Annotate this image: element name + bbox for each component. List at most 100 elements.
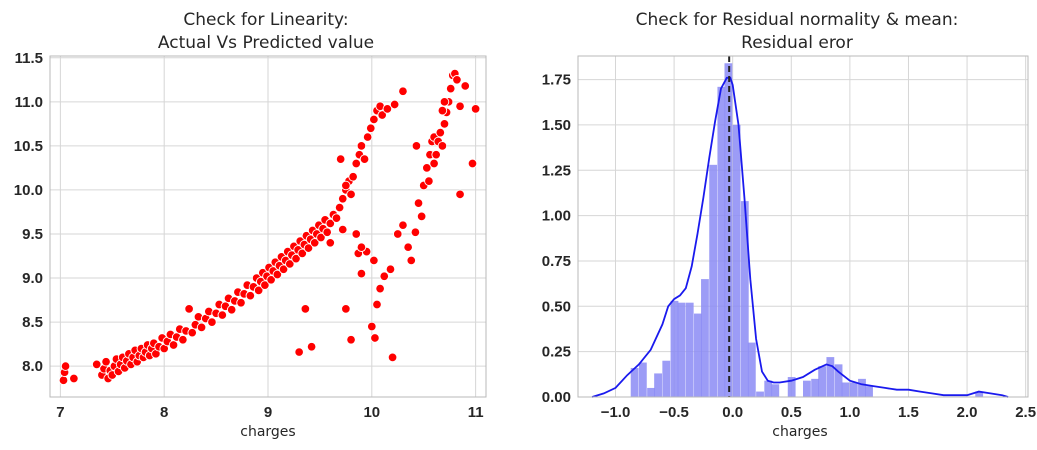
scatter-point xyxy=(422,163,432,173)
scatter-y-tick-label: 9.0 xyxy=(22,270,43,287)
scatter-point xyxy=(362,132,373,142)
scatter-point xyxy=(322,227,332,237)
scatter-point xyxy=(253,285,264,296)
histogram-y-tick-label: 0.00 xyxy=(542,389,571,406)
histogram-bar xyxy=(803,380,811,397)
scatter-point xyxy=(272,269,283,280)
scatter-point xyxy=(455,101,465,111)
scatter-y-tick-label: 10.5 xyxy=(14,138,43,155)
scatter-point xyxy=(300,304,311,314)
histogram-y-tick-label: 0.75 xyxy=(542,253,571,270)
scatter-point xyxy=(101,357,111,367)
histogram-y-tick-label: 0.50 xyxy=(542,298,571,315)
histogram-bar xyxy=(747,342,756,397)
scatter-point xyxy=(294,347,304,357)
histogram-bar xyxy=(670,300,679,397)
histogram-bar xyxy=(709,164,718,397)
scatter-point xyxy=(382,104,393,114)
scatter-point xyxy=(470,104,481,114)
histogram-bar xyxy=(685,302,694,397)
scatter-point xyxy=(356,141,367,151)
scatter-point xyxy=(187,327,197,338)
scatter-point xyxy=(260,280,270,290)
linearity-scatter-panel: Check for Linearity: Actual Vs Predicted… xyxy=(14,10,487,440)
histogram-title-line-1: Check for Residual normality & mean: xyxy=(636,10,959,30)
histogram-x-tick-label: 0.5 xyxy=(781,404,802,421)
histogram-bar xyxy=(818,366,827,397)
scatter-x-tick-labels: 7 8 9 10 11 xyxy=(56,404,483,421)
histogram-x-tick-label: 2.0 xyxy=(957,404,978,421)
scatter-point xyxy=(385,264,396,274)
scatter-x-tick-label: 9 xyxy=(264,404,272,421)
scatter-y-tick-label: 9.5 xyxy=(22,226,43,243)
histogram-x-tick-label: 1.0 xyxy=(839,404,860,421)
scatter-y-tick-label: 11.5 xyxy=(15,50,43,67)
histogram-bar xyxy=(732,124,741,397)
scatter-point xyxy=(58,375,69,386)
scatter-point xyxy=(439,97,450,107)
scatter-point xyxy=(403,242,413,252)
scatter-point xyxy=(226,305,237,315)
histogram-bar xyxy=(787,377,796,397)
scatter-point xyxy=(439,119,450,129)
scatter-point xyxy=(356,242,367,252)
scatter-point xyxy=(389,99,400,110)
scatter-y-tick-label: 8.0 xyxy=(22,358,43,375)
scatter-point xyxy=(346,334,356,345)
scatter-point xyxy=(325,238,336,248)
histogram-bar xyxy=(630,367,639,397)
scatter-title-line-2: Actual Vs Predicted value xyxy=(158,33,374,53)
histogram-title-line-2: Residual eror xyxy=(741,33,853,53)
histogram-bar xyxy=(638,362,647,397)
scatter-x-tick-label: 10 xyxy=(363,404,380,421)
scatter-point xyxy=(325,218,336,229)
scatter-point xyxy=(335,154,346,164)
scatter-point xyxy=(346,189,356,200)
scatter-point xyxy=(356,268,367,279)
histogram-bar xyxy=(662,360,671,397)
histogram-y-tick-label: 0.25 xyxy=(542,344,571,361)
histogram-bar xyxy=(764,380,773,397)
scatter-point xyxy=(437,105,448,116)
histogram-bar xyxy=(834,364,843,397)
histogram-bar xyxy=(849,382,858,397)
histogram-bar xyxy=(771,384,780,397)
scatter-point xyxy=(387,352,398,363)
scatter-point xyxy=(285,259,295,269)
histogram-bar xyxy=(826,357,835,397)
scatter-point xyxy=(236,297,246,308)
scatter-point xyxy=(460,81,470,91)
scatter-point xyxy=(369,255,379,266)
scatter-point xyxy=(435,127,446,138)
histogram-y-tick-label: 1.25 xyxy=(542,162,571,179)
scatter-point xyxy=(341,180,351,191)
scatter-point xyxy=(377,110,387,120)
scatter-point xyxy=(331,213,342,223)
histogram-y-tick-label: 1.00 xyxy=(542,208,571,225)
histogram-bar xyxy=(701,279,709,397)
scatter-point xyxy=(334,202,345,213)
histogram-bar xyxy=(694,313,702,397)
histogram-x-tick-label: 2.5 xyxy=(1015,404,1036,421)
histogram-bar xyxy=(858,378,866,397)
scatter-x-tick-label: 11 xyxy=(468,404,484,421)
histogram-bar xyxy=(717,86,726,397)
residual-histogram-panel: Check for Residual normality & mean: Res… xyxy=(542,10,1036,440)
scatter-point xyxy=(91,359,102,370)
scatter-point xyxy=(369,114,379,125)
histogram-x-tick-labels: −1.0 −0.5 0.0 0.5 1.0 1.5 2.0 2.5 xyxy=(601,404,1036,421)
scatter-point xyxy=(245,290,256,301)
histogram-x-tick-label: −1.0 xyxy=(601,404,631,421)
scatter-y-tick-label: 11.0 xyxy=(15,94,43,111)
scatter-point xyxy=(60,361,71,371)
histogram-bar xyxy=(865,386,873,397)
scatter-point xyxy=(217,310,228,320)
scatter-point xyxy=(429,158,439,169)
histogram-bar xyxy=(975,391,984,397)
scatter-point xyxy=(411,141,422,151)
scatter-point xyxy=(467,158,478,169)
histogram-y-tick-label: 1.50 xyxy=(542,117,571,134)
scatter-point xyxy=(207,317,217,327)
scatter-point xyxy=(278,264,289,274)
